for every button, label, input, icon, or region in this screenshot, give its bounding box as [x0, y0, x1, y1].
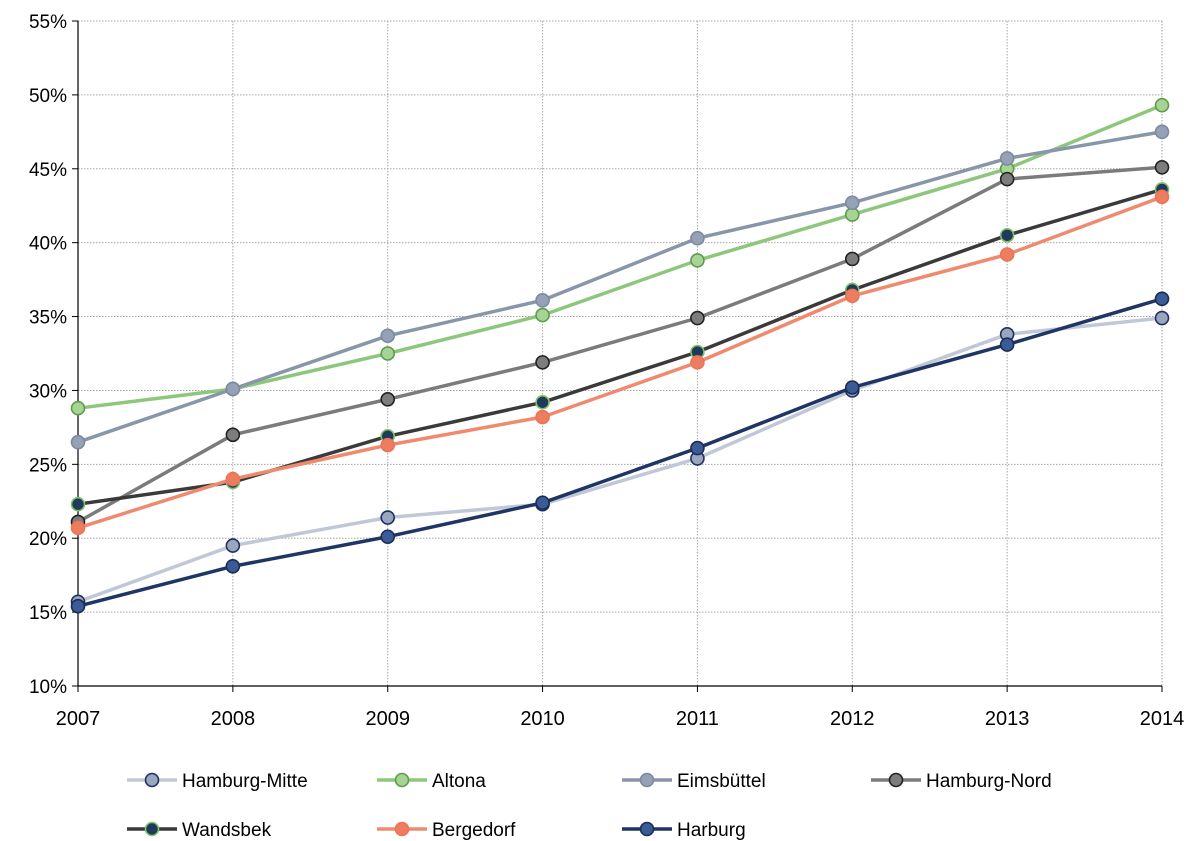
data-point-hamburg-nord — [380, 392, 396, 407]
series-line-eimsbuttel — [77, 130, 1163, 444]
data-point-harburg — [225, 558, 241, 574]
legend-entry-harburg: Harburg — [622, 820, 746, 841]
legend: Hamburg-Mitte Altona Eimsbüttel Hamburg-Nor… — [127, 771, 1052, 841]
data-point-eimsbuttel — [690, 230, 705, 246]
data-point-eimsbuttel — [1154, 124, 1170, 140]
data-point-harburg — [844, 380, 860, 395]
y-tick-label: 55% — [29, 12, 67, 33]
data-point-hamburg-mitte — [1154, 310, 1170, 326]
legend-swatch-marker — [639, 772, 655, 788]
series-harburg — [70, 291, 1170, 614]
data-point-bergedorf — [70, 520, 86, 536]
y-tick-label: 50% — [29, 86, 67, 107]
data-point-harburg — [380, 529, 396, 545]
data-point-altona — [70, 400, 86, 416]
legend-label: Wandsbek — [182, 820, 272, 841]
y-tick-label: 25% — [29, 455, 67, 476]
data-point-hamburg-mitte — [225, 538, 241, 553]
legend-entry-hamburg-nord: Hamburg-Nord — [871, 771, 1052, 792]
y-tick-label: 40% — [29, 234, 67, 255]
legend-swatch-marker — [394, 772, 410, 788]
series-eimsbuttel — [70, 124, 1170, 450]
x-tick-label: 2014 — [1140, 708, 1185, 730]
legend-label: Hamburg-Mitte — [182, 771, 308, 792]
series-bergedorf — [70, 189, 1170, 536]
series-line-bergedorf — [77, 195, 1163, 530]
y-axis-tick-labels: 10% 15% 20% 25% 30% 35% 40% 45% 50% 55% — [29, 12, 67, 698]
data-point-wandsbek — [70, 496, 86, 512]
legend-label: Altona — [432, 771, 486, 792]
data-point-bergedorf — [844, 288, 860, 304]
legend-label: Hamburg-Nord — [926, 771, 1052, 792]
data-point-hamburg-nord — [225, 427, 241, 443]
data-point-bergedorf — [1154, 189, 1170, 205]
legend-swatch-marker — [394, 821, 410, 837]
data-point-harburg — [70, 598, 86, 614]
x-axis-tick-labels: 2007 2008 2009 2010 2011 2012 2013 2014 — [56, 708, 1185, 730]
legend-entry-hamburg-mitte: Hamburg-Mitte — [127, 771, 308, 792]
legend-entry-altona: Altona — [377, 771, 486, 792]
x-tick-label: 2008 — [211, 708, 256, 730]
x-tick-label: 2007 — [56, 708, 101, 730]
data-point-hamburg-nord — [535, 355, 550, 370]
data-point-harburg — [690, 440, 705, 456]
data-point-bergedorf — [535, 409, 550, 425]
legend-label: Harburg — [677, 820, 746, 841]
data-point-hamburg-nord — [1154, 160, 1170, 175]
data-point-eimsbuttel — [535, 292, 550, 308]
x-tick-label: 2012 — [830, 708, 875, 730]
data-point-altona — [690, 253, 705, 268]
data-point-altona — [535, 307, 550, 323]
x-tick-label: 2011 — [676, 708, 719, 730]
data-point-eimsbuttel — [70, 434, 86, 450]
data-point-harburg — [1154, 291, 1170, 307]
legend-entry-bergedorf: Bergedorf — [377, 820, 516, 841]
axes — [72, 20, 1163, 692]
legend-swatch-marker — [888, 772, 904, 788]
x-tick-label: 2013 — [985, 708, 1030, 730]
data-point-bergedorf — [999, 247, 1015, 262]
series-line-harburg — [77, 297, 1163, 608]
data-point-bergedorf — [690, 355, 705, 370]
data-point-bergedorf — [225, 471, 241, 487]
y-tick-label: 30% — [29, 381, 67, 402]
y-tick-label: 35% — [29, 308, 67, 329]
x-tick-label: 2010 — [520, 708, 565, 730]
data-point-hamburg-nord — [999, 171, 1015, 187]
legend-label: Eimsbüttel — [677, 771, 766, 792]
data-point-hamburg-mitte — [380, 510, 396, 525]
data-point-harburg — [535, 495, 550, 511]
y-tick-label: 20% — [29, 529, 67, 550]
y-tick-label: 15% — [29, 603, 67, 624]
gridlines — [78, 20, 1163, 686]
data-point-altona — [1154, 97, 1170, 113]
legend-entry-eimsbuttel: Eimsbüttel — [622, 771, 766, 792]
series-line-hamburg-mitte — [77, 316, 1163, 604]
legend-label: Bergedorf — [432, 820, 516, 841]
data-point-hamburg-nord — [844, 251, 860, 267]
data-point-harburg — [999, 337, 1015, 352]
data-point-eimsbuttel — [844, 195, 860, 211]
legend-entry-wandsbek: Wandsbek — [127, 820, 272, 841]
data-point-wandsbek — [535, 394, 550, 410]
data-point-eimsbuttel — [999, 151, 1015, 166]
legend-swatch-marker — [144, 772, 160, 788]
data-point-hamburg-nord — [690, 310, 705, 326]
data-point-altona — [380, 346, 396, 361]
series-line-altona — [77, 103, 1163, 410]
y-tick-label: 45% — [29, 160, 67, 181]
data-point-wandsbek — [999, 227, 1015, 243]
y-tick-label: 10% — [29, 677, 67, 698]
data-point-eimsbuttel — [380, 328, 396, 344]
data-point-eimsbuttel — [225, 381, 241, 397]
x-tick-label: 2009 — [365, 708, 410, 730]
series-layer — [70, 97, 1170, 614]
legend-swatch-marker — [639, 821, 655, 837]
series-line-hamburg-nord — [77, 165, 1163, 524]
legend-swatch-marker — [144, 821, 160, 837]
data-point-bergedorf — [380, 437, 396, 453]
